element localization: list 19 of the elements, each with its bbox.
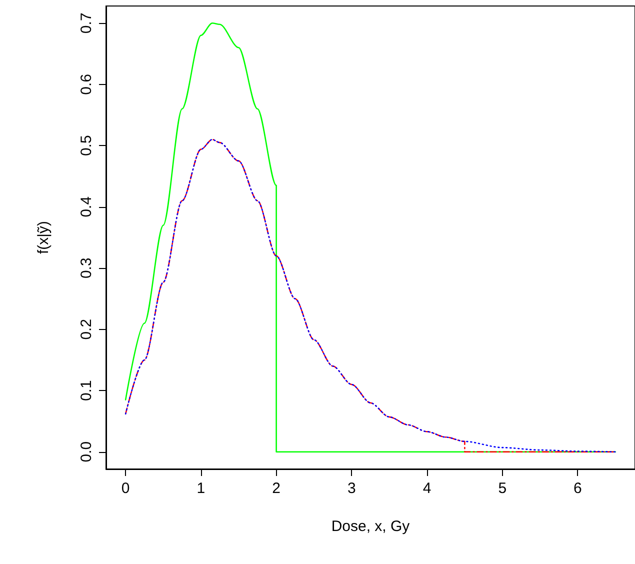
y-tick-label: 0.0 — [78, 441, 95, 462]
y-tick-label: 0.3 — [78, 258, 95, 279]
y-tick-label: 0.7 — [78, 12, 95, 34]
y-tick-label: 0.4 — [78, 196, 95, 218]
x-axis-title: Dose, x, Gy — [331, 518, 410, 535]
x-tick-label: 4 — [422, 480, 432, 497]
y-tick-label: 0.2 — [78, 318, 95, 340]
line-series — [124, 138, 616, 452]
x-tick-label: 0 — [121, 480, 130, 497]
line-series — [124, 22, 616, 452]
x-tick-label: 6 — [574, 480, 582, 497]
y-tick-label: 0.5 — [78, 135, 95, 156]
x-tick-label: 1 — [196, 480, 206, 497]
y-tick-label: 0.6 — [78, 74, 95, 95]
y-tick-label: 0.1 — [78, 380, 95, 402]
x-tick-label: 2 — [272, 480, 280, 497]
x-tick-label: 3 — [347, 480, 356, 497]
x-tick-label: 5 — [498, 480, 507, 497]
y-axis-title: f(x|ỹ) — [35, 220, 52, 254]
